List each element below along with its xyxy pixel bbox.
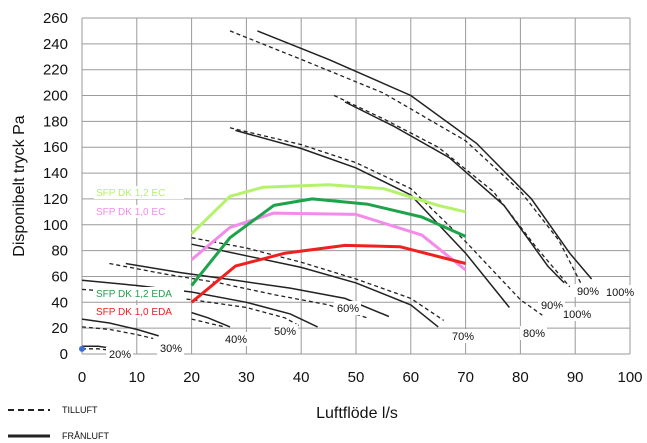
x-tick-label: 20 (183, 369, 200, 386)
sfp-line-2 (190, 197, 467, 287)
sfp-label-bg (94, 305, 184, 318)
curve-label: 90% (541, 300, 563, 312)
fan-curve-franluft-50pct (81, 279, 318, 328)
fan-curve-tilluft-90pct (333, 94, 571, 288)
y-tick-label: 40 (51, 294, 68, 311)
y-tick-label: 200 (43, 88, 68, 105)
y-tick-label: 80 (51, 243, 68, 260)
y-tick-label: 180 (43, 113, 68, 130)
y-tick-label: 140 (43, 165, 68, 182)
curve-label: 50% (274, 326, 296, 338)
x-tick-label: 0 (78, 369, 86, 386)
curve-label: 90% (577, 286, 599, 298)
x-axis-title: Luftflöde l/s (316, 405, 398, 422)
sfp-label: SFP DK 1,0 EDA (96, 307, 172, 318)
curve-label-bg (157, 341, 184, 355)
curve-label-bg (222, 332, 249, 346)
curve-label-bg (520, 326, 547, 340)
y-tick-label: 220 (43, 62, 68, 79)
curve-label: 100% (563, 309, 591, 321)
sfp-label-bg (94, 287, 184, 300)
curve-label-bg (271, 324, 298, 338)
fan-curve-tilluft-80pct (229, 127, 543, 316)
fan-curve-franluft-100pct (257, 30, 593, 280)
fan-curve-franluft-80pct (235, 129, 510, 308)
fan-curve-tilluft-100pct (229, 30, 582, 284)
curve-label-bg (334, 301, 361, 315)
y-tick-label: 20 (51, 320, 68, 337)
x-tick-label: 80 (512, 369, 529, 386)
curve-label: 70% (452, 331, 474, 343)
legend-label-tilluft: TILLUFT (62, 405, 98, 415)
fan-curve-tilluft-30pct (81, 326, 154, 340)
sfp-line-0 (190, 183, 466, 235)
curve-label: 30% (160, 343, 182, 355)
fan-curve-tilluft-70pct (191, 237, 445, 321)
curve-label-bg (604, 285, 640, 298)
curve-label: 80% (523, 328, 545, 340)
fan-curve-franluft-30pct (81, 318, 159, 337)
curve-label: 20% (109, 349, 131, 361)
curve-label-bg (449, 329, 476, 343)
curve-label: 60% (337, 303, 359, 315)
sfp-label: SFP DK 1,2 EDA (96, 289, 172, 300)
y-tick-label: 160 (43, 139, 68, 156)
curve-label: 100% (606, 287, 634, 299)
sfp-label: SFP DK 1,0 EC (96, 207, 165, 218)
x-tick-label: 70 (457, 369, 474, 386)
curve-label: 40% (225, 334, 247, 346)
y-tick-label: 260 (43, 10, 68, 27)
sfp-label: SFP DK 1,2 EC (96, 188, 165, 199)
x-tick-label: 50 (348, 369, 365, 386)
sfp-label-bg (94, 205, 184, 218)
x-tick-label: 30 (238, 369, 255, 386)
y-axis-title: Disponibelt tryck Pa (11, 115, 28, 256)
x-tick-label: 40 (293, 369, 310, 386)
sfp-line-3 (190, 243, 466, 304)
y-tick-label: 120 (43, 191, 68, 208)
y-tick-label: 60 (51, 268, 68, 285)
curve-label-bg (106, 347, 133, 361)
curve-label-bg (574, 284, 604, 297)
y-tick-label: 100 (43, 217, 68, 234)
x-tick-label: 90 (567, 369, 584, 386)
legend-label-franluft: FRÅNLUFT (62, 431, 110, 441)
origin-marker (79, 345, 85, 352)
x-tick-label: 10 (128, 369, 145, 386)
x-tick-label: 100 (617, 369, 642, 386)
curve-label-bg (538, 298, 565, 312)
sfp-line-1 (190, 211, 467, 272)
fan-curve-franluft-90pct (344, 101, 565, 284)
curve-label-bg (560, 307, 594, 321)
y-tick-label: 0 (60, 346, 68, 363)
sfp-label-bg (94, 186, 184, 199)
fan-curve-tilluft-40pct (191, 318, 225, 328)
fan-curve-franluft-70pct (191, 243, 439, 328)
fan-curve-franluft-40pct (191, 311, 231, 328)
y-tick-label: 240 (43, 36, 68, 53)
x-tick-label: 60 (402, 369, 419, 386)
